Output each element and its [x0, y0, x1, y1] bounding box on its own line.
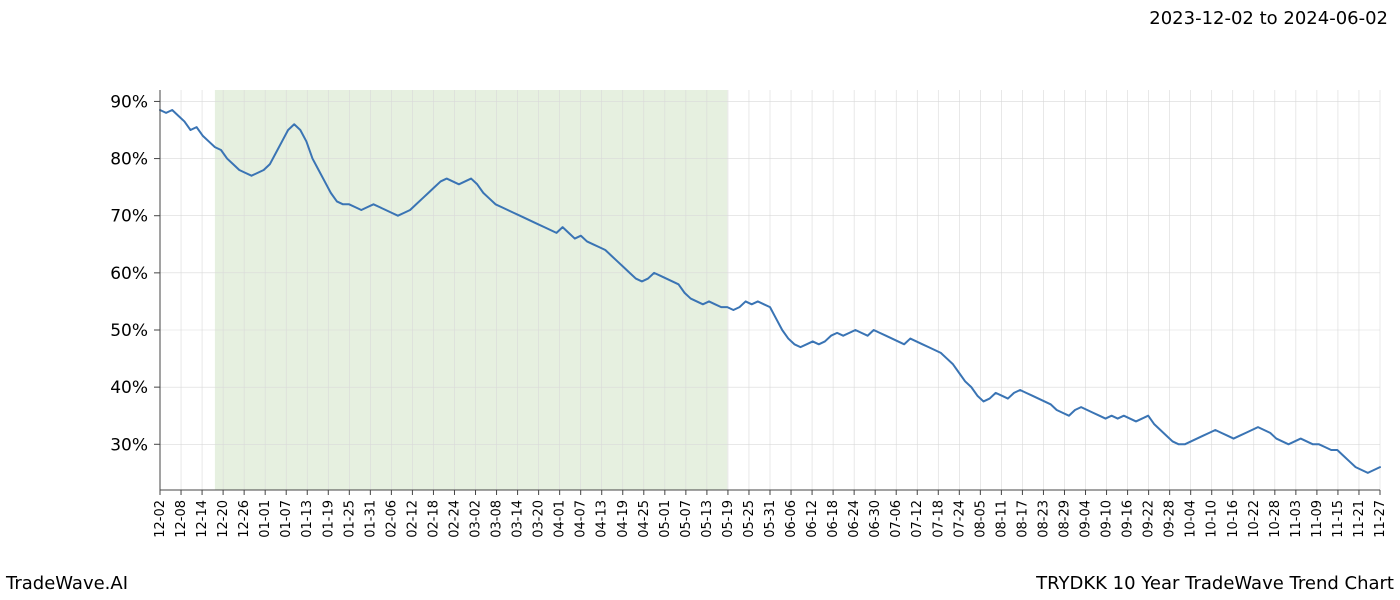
trend-chart: 30% 40% 50% 60% 70% 80% 90% 12-02 12-08 12-14 12-2…: [0, 40, 1400, 540]
x-axis-tick-label: 06-24: [847, 500, 862, 538]
x-axis-tick-label: 12-26: [237, 500, 252, 538]
x-axis-tick-label: 09-22: [1142, 500, 1157, 538]
x-axis-tick-label: 05-01: [658, 500, 673, 538]
x-axis-tick-label: 01-19: [321, 500, 336, 538]
footer-brand: TradeWave.AI: [6, 573, 128, 594]
y-axis-tick-label: 60%: [110, 264, 148, 284]
x-axis-tick-label: 05-25: [742, 500, 757, 538]
x-axis-tick-label: 05-19: [721, 500, 736, 538]
x-axis-tick-label: 10-28: [1268, 500, 1283, 538]
x-axis-tick-label: 01-13: [300, 500, 315, 538]
x-axis-tick-label: 02-24: [447, 500, 462, 538]
y-axis-tick-label: 50%: [110, 321, 148, 341]
x-axis-tick-label: 12-02: [153, 500, 168, 538]
x-axis-tick-label: 08-05: [973, 500, 988, 538]
chart-container: 30% 40% 50% 60% 70% 80% 90% 12-02 12-08 12-14 12-2…: [0, 40, 1400, 540]
x-axis-tick-label: 02-06: [384, 500, 399, 538]
x-axis-tick-label: 04-13: [595, 500, 610, 538]
x-axis-tick-label: 06-18: [826, 500, 841, 538]
x-axis-tick-label: 11-03: [1289, 500, 1304, 538]
x-axis-tick-label: 01-01: [258, 500, 273, 538]
x-axis-tick-label: 11-15: [1331, 500, 1346, 538]
x-axis-tick-label: 05-31: [763, 500, 778, 538]
x-axis-tick-label: 05-13: [700, 500, 715, 538]
y-axis-tick-label: 40%: [110, 378, 148, 398]
x-axis-tick-label: 07-24: [952, 500, 967, 538]
x-axis-tick-label: 12-14: [195, 500, 210, 538]
x-axis-tick-label: 09-16: [1121, 500, 1136, 538]
x-axis-tick-label: 11-27: [1373, 500, 1388, 538]
x-axis-tick-label: 06-30: [868, 500, 883, 538]
x-axis-tick-label: 04-07: [574, 500, 589, 538]
x-axis-tick-label: 07-18: [931, 500, 946, 538]
x-axis-tick-label: 10-04: [1184, 500, 1199, 538]
x-axis-tick-label: 12-20: [216, 500, 231, 538]
x-axis-tick-label: 10-16: [1226, 500, 1241, 538]
x-axis-tick-label: 08-23: [1036, 500, 1051, 538]
y-axis-tick-label: 70%: [110, 207, 148, 227]
x-axis-tick-label: 03-14: [511, 500, 526, 538]
x-axis-tick-label: 10-22: [1247, 500, 1262, 538]
date-range-label: 2023-12-02 to 2024-06-02: [1149, 8, 1388, 29]
x-axis-tick-label: 06-06: [784, 500, 799, 538]
x-axis-tick-label: 08-29: [1057, 500, 1072, 538]
chart-title: TRYDKK 10 Year TradeWave Trend Chart: [1036, 573, 1394, 594]
x-axis-tick-label: 07-12: [910, 500, 925, 538]
x-axis-tick-label: 03-08: [490, 500, 505, 538]
x-axis-tick-label: 12-08: [174, 500, 189, 538]
y-axis-tick-label: 30%: [110, 435, 148, 455]
x-axis-tick-label: 05-07: [679, 500, 694, 538]
x-axis-tick-label: 08-11: [994, 500, 1009, 538]
x-axis-tick-label: 02-12: [405, 500, 420, 538]
x-axis-tick-label: 04-01: [553, 500, 568, 538]
x-axis-tick-label: 10-10: [1205, 500, 1220, 538]
x-axis-tick-label: 07-06: [889, 500, 904, 538]
x-axis-tick-label: 11-21: [1352, 500, 1367, 538]
x-axis-tick-label: 06-12: [805, 500, 820, 538]
x-axis-tick-label: 01-31: [363, 500, 378, 538]
x-axis-tick-label: 04-19: [616, 500, 631, 538]
x-axis-tick-label: 03-20: [532, 500, 547, 538]
x-axis-tick-label: 04-25: [637, 500, 652, 538]
x-axis-tick-label: 01-25: [342, 500, 357, 538]
highlight-region: [215, 90, 727, 490]
x-axis-tick-label: 09-10: [1100, 500, 1115, 538]
y-axis-tick-label: 90%: [110, 92, 148, 112]
y-axis-tick-label: 80%: [110, 150, 148, 170]
x-axis-tick-label: 02-18: [426, 500, 441, 538]
x-axis-tick-label: 11-09: [1310, 500, 1325, 538]
x-axis-tick-label: 09-28: [1163, 500, 1178, 538]
x-axis-tick-label: 09-04: [1079, 500, 1094, 538]
x-axis-tick-label: 01-07: [279, 500, 294, 538]
x-axis-tick-label: 03-02: [469, 500, 484, 538]
x-axis-tick-label: 08-17: [1015, 500, 1030, 538]
